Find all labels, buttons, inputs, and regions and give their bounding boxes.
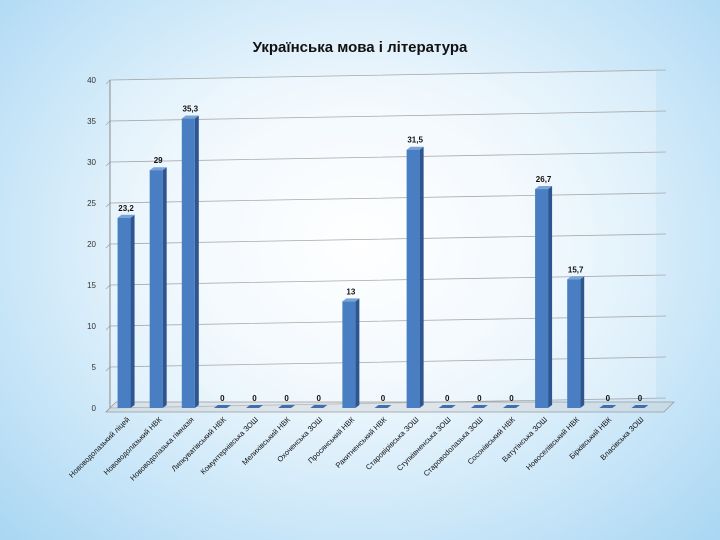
y-tick-label: 40: [87, 76, 96, 85]
data-label: 0: [445, 394, 450, 403]
x-tick-label: Новоселівський НВК: [524, 415, 581, 472]
data-label: 0: [606, 394, 611, 403]
y-tick-label: 30: [87, 158, 96, 167]
bar: [117, 217, 131, 408]
bar-top: [117, 214, 135, 218]
bar: [502, 405, 520, 408]
bar: [246, 405, 264, 408]
x-tick-label: Липкуватівський НВК: [170, 415, 229, 474]
data-label: 0: [477, 394, 482, 403]
data-label: 0: [381, 394, 386, 403]
bar: [310, 405, 328, 408]
x-tick-label: Комунтернівська ЗОШ: [199, 415, 260, 476]
bar-side: [580, 276, 585, 408]
data-label: 26,7: [536, 175, 552, 184]
bar: [438, 405, 456, 408]
data-label: 0: [638, 394, 643, 403]
bar-top: [149, 167, 167, 171]
bar-top: [342, 298, 360, 302]
data-label: 29: [154, 156, 163, 165]
bar-side: [162, 167, 167, 408]
bar-side: [548, 186, 553, 408]
bar: [567, 279, 581, 408]
bar-top: [181, 115, 199, 119]
bar: [278, 405, 296, 408]
data-label: 15,7: [568, 265, 584, 274]
data-label: 0: [252, 394, 257, 403]
y-tick-label: 0: [92, 404, 97, 413]
bar-side: [130, 214, 135, 408]
data-label: 0: [284, 394, 289, 403]
bar: [213, 405, 231, 408]
bar: [149, 170, 163, 408]
bar-side: [355, 298, 360, 408]
y-tick-label: 35: [87, 117, 96, 126]
data-label: 13: [346, 287, 355, 296]
data-label: 35,3: [183, 105, 199, 114]
bar: [374, 405, 392, 408]
y-tick-label: 5: [92, 363, 97, 372]
chart-title: Українська мова і література: [253, 39, 468, 56]
bar-side: [419, 146, 424, 408]
bar: [406, 149, 420, 408]
data-label: 0: [509, 394, 514, 403]
x-tick-label: Нововодолазька гімназія: [128, 415, 195, 482]
bar: [342, 301, 356, 408]
y-tick-label: 20: [87, 240, 96, 249]
x-tick-label: Нововодолазький НВК: [102, 415, 164, 477]
x-tick-label: Нововодолазький ліцей: [67, 415, 131, 479]
data-label: 23,2: [118, 204, 134, 213]
bar: [631, 405, 649, 408]
bar-side: [194, 115, 199, 408]
y-tick-label: 10: [87, 322, 96, 331]
bar: [599, 405, 617, 408]
data-label: 0: [220, 394, 225, 403]
data-label: 31,5: [407, 136, 423, 145]
x-tick-label: Старовodолазька ЗОШ: [422, 415, 485, 478]
y-tick-label: 25: [87, 199, 96, 208]
x-axis-floor: [105, 401, 675, 413]
bar-top: [535, 186, 553, 190]
bar-top: [567, 276, 585, 280]
x-tick-label: Ступківненська ЗОШ: [395, 415, 453, 473]
plot-area: 0 5 10 15 20 25 30 35 40 23,2 Нововодолазький ліце…: [67, 69, 675, 483]
bar: [181, 118, 195, 408]
data-label: 0: [317, 394, 322, 403]
bar: [470, 405, 488, 408]
y-tick-label: 15: [87, 281, 96, 290]
bar-top: [406, 146, 424, 150]
bar: [535, 189, 549, 408]
